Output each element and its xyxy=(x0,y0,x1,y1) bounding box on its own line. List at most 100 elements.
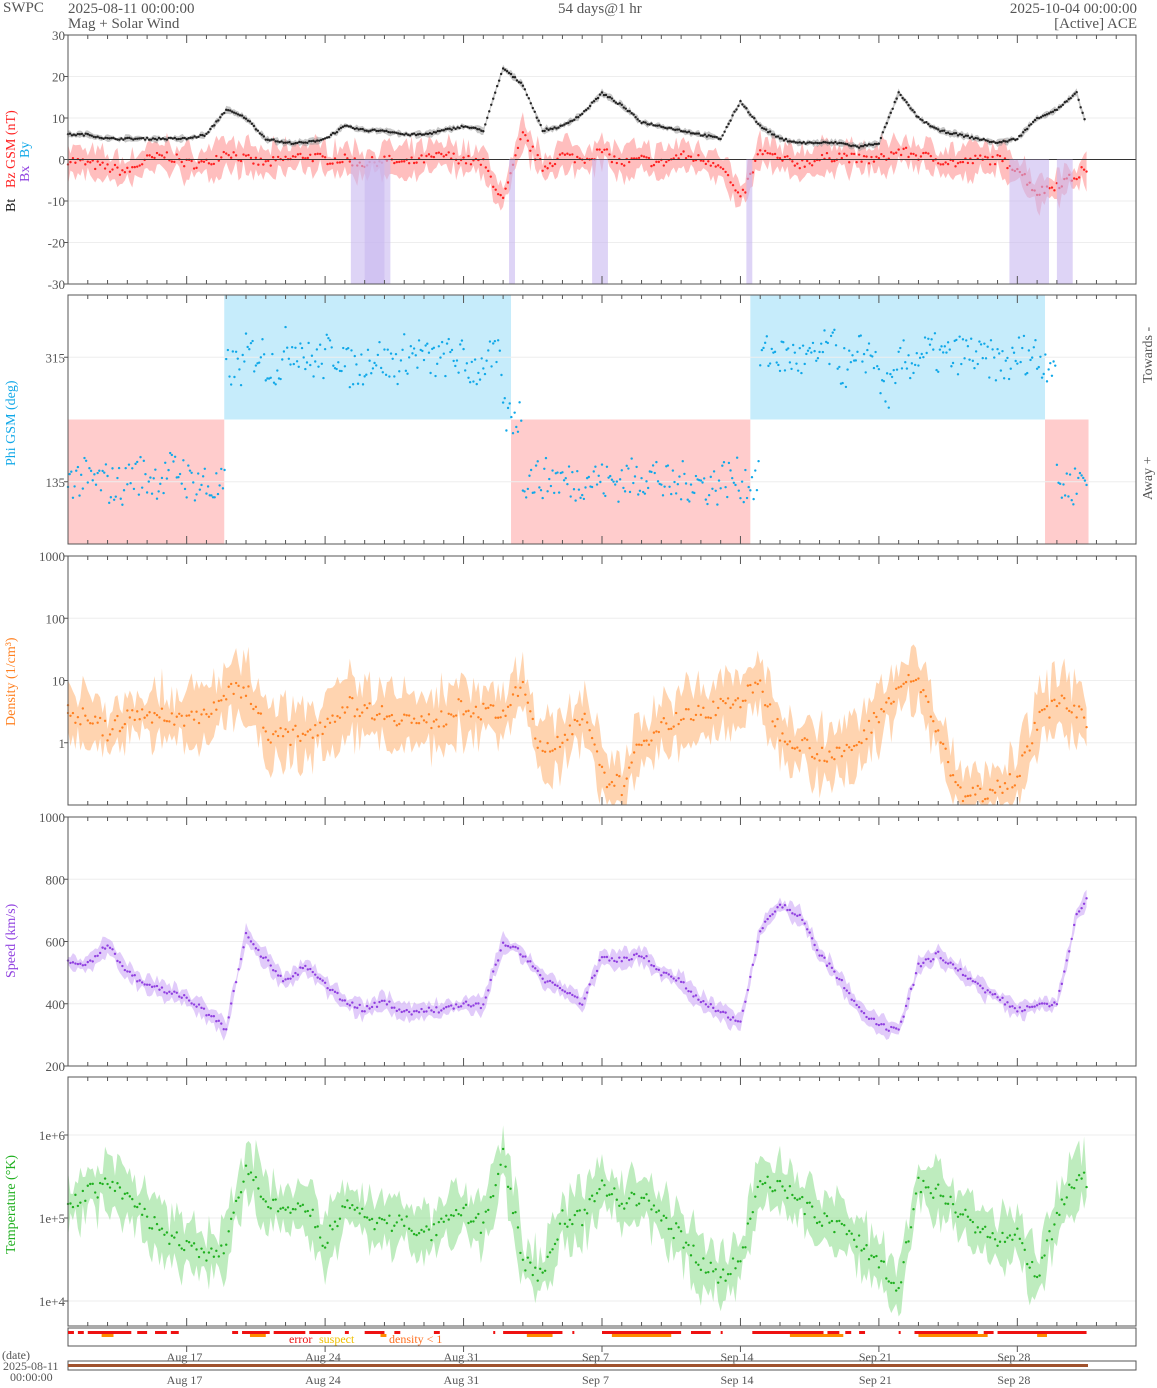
density-point xyxy=(217,699,221,703)
bt-point xyxy=(353,127,356,131)
phi-point xyxy=(618,478,622,481)
temperature-point xyxy=(363,1215,366,1219)
phi-point xyxy=(991,348,994,351)
phi-point xyxy=(762,346,765,350)
bt-point xyxy=(1045,113,1049,116)
bt-point xyxy=(238,114,242,117)
temperature-point xyxy=(949,1195,952,1199)
phi-point xyxy=(778,369,782,373)
temperature-point xyxy=(509,1187,512,1190)
phi-point xyxy=(767,364,770,368)
speed-point xyxy=(665,971,668,975)
temperature-point xyxy=(716,1281,720,1284)
phi-point xyxy=(467,376,470,380)
phi-point xyxy=(295,360,299,363)
temperature-point xyxy=(538,1267,542,1271)
temperature-point xyxy=(721,1268,725,1271)
density-point xyxy=(660,720,663,724)
suspect-flag xyxy=(101,1334,114,1337)
temperature-point xyxy=(548,1251,552,1254)
bt-point xyxy=(308,139,311,143)
phi-point xyxy=(904,361,907,364)
temperature-point xyxy=(788,1185,792,1188)
speed-point xyxy=(986,989,989,992)
phi-point xyxy=(752,497,755,501)
bz-point xyxy=(267,159,270,163)
density-point xyxy=(264,730,267,733)
temperature-point xyxy=(553,1242,557,1246)
bt-point xyxy=(628,110,631,113)
temperature-point xyxy=(1040,1256,1044,1259)
phi-point xyxy=(759,364,762,367)
density-point xyxy=(279,726,282,730)
density-point xyxy=(815,753,819,756)
bt-point xyxy=(715,136,718,139)
temperature-point xyxy=(974,1231,977,1234)
speed-point xyxy=(338,998,342,1001)
bt-point xyxy=(1063,101,1067,104)
temperature-point xyxy=(380,1217,384,1221)
speed-point xyxy=(919,965,923,968)
density-point xyxy=(840,755,844,758)
phi-point xyxy=(88,467,91,470)
speed-point xyxy=(618,956,621,959)
bt-point xyxy=(262,135,265,138)
phi-point xyxy=(643,492,647,495)
speed-point xyxy=(662,971,666,974)
speed-point xyxy=(148,983,151,986)
speed-point xyxy=(993,992,997,996)
phi-point xyxy=(895,368,899,371)
bt-point xyxy=(468,126,471,130)
bt-point xyxy=(877,142,881,145)
y-tick-label: 135 xyxy=(46,475,66,490)
temperature-point xyxy=(672,1236,675,1240)
phi-point xyxy=(790,367,793,371)
speed-point xyxy=(566,992,569,995)
temperature-point xyxy=(499,1163,502,1166)
phi-point xyxy=(1021,346,1024,350)
phi-point xyxy=(755,488,759,492)
bt-point xyxy=(940,129,944,132)
bt-point xyxy=(290,142,293,146)
temperature-point xyxy=(385,1221,389,1225)
phi-point xyxy=(946,341,950,344)
temperature-point xyxy=(326,1241,329,1245)
bt-point xyxy=(171,137,175,140)
density-point xyxy=(687,708,690,711)
temperature-point xyxy=(445,1214,448,1217)
bt-point xyxy=(537,119,540,122)
speed-point xyxy=(731,1016,735,1019)
speed-point xyxy=(180,996,183,999)
bt-point xyxy=(939,130,942,133)
density-point xyxy=(937,729,940,732)
phi-point xyxy=(666,464,670,467)
bt-point xyxy=(420,133,424,136)
bt-point xyxy=(302,141,305,144)
density-point xyxy=(467,709,470,713)
density-point xyxy=(637,743,641,746)
temperature-point xyxy=(1063,1203,1066,1206)
density-point xyxy=(356,708,359,711)
bz-point xyxy=(959,161,962,164)
phi-point xyxy=(498,349,502,352)
bt-point xyxy=(143,138,147,141)
speed-point xyxy=(472,1004,475,1007)
phi-point xyxy=(811,341,815,345)
phi-point xyxy=(140,486,144,489)
phi-point xyxy=(965,339,968,342)
bz-point xyxy=(882,155,886,158)
density-point xyxy=(556,735,559,739)
bt-point xyxy=(74,134,78,137)
density-point xyxy=(1003,782,1007,785)
temperature-point xyxy=(689,1254,693,1257)
phi-point xyxy=(989,339,993,342)
phi-point xyxy=(628,490,632,494)
density-point xyxy=(882,710,886,713)
bz-point xyxy=(845,154,848,157)
speed-point xyxy=(778,903,782,906)
phi-point xyxy=(823,329,826,332)
bt-point xyxy=(893,100,896,104)
speed-point xyxy=(264,956,267,959)
bt-point xyxy=(240,114,244,117)
